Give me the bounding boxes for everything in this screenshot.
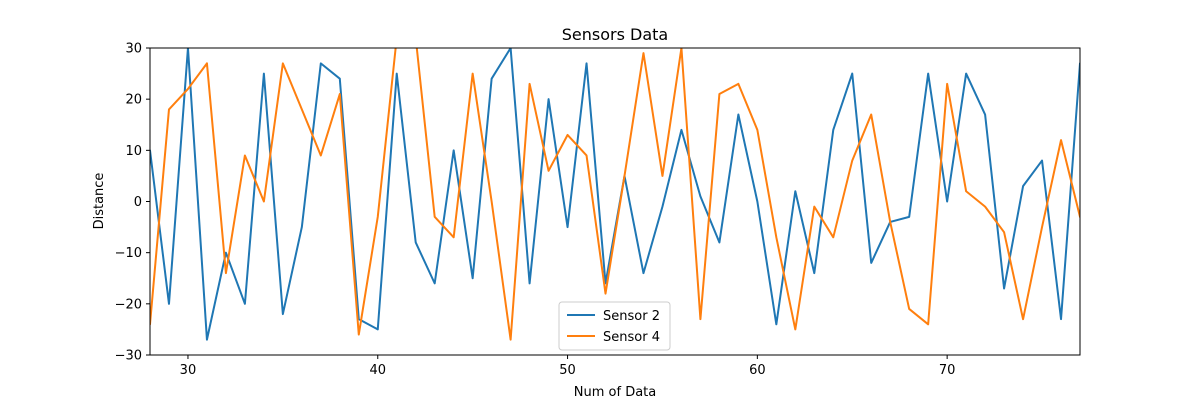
x-tick-label: 30 <box>180 363 197 378</box>
y-tick-label: −20 <box>115 297 142 312</box>
x-tick-label: 70 <box>939 363 956 378</box>
legend-label-1: Sensor 2 <box>603 309 660 324</box>
x-tick-label: 40 <box>369 363 386 378</box>
x-tick-label: 60 <box>749 363 766 378</box>
legend: Sensor 2 Sensor 4 <box>558 301 671 351</box>
x-axis-title: Num of Data <box>574 385 656 400</box>
y-tick-label: 0 <box>134 195 142 210</box>
chart-title: Sensors Data <box>562 25 668 44</box>
y-tick-label: 10 <box>125 144 142 159</box>
y-tick-label: −10 <box>115 246 142 261</box>
y-tick-label: −30 <box>115 349 142 364</box>
y-axis-title: Distance <box>92 173 107 230</box>
y-tick-label: 20 <box>125 93 142 108</box>
x-axis: 30 40 50 60 70 <box>180 355 956 378</box>
y-axis: −30 −20 −10 0 10 20 30 <box>115 42 150 364</box>
x-tick-label: 50 <box>559 363 576 378</box>
series-line-2 <box>150 48 1080 341</box>
series-layer <box>150 48 1080 341</box>
legend-label-2: Sensor 4 <box>603 330 660 345</box>
y-tick-label: 30 <box>125 42 142 57</box>
